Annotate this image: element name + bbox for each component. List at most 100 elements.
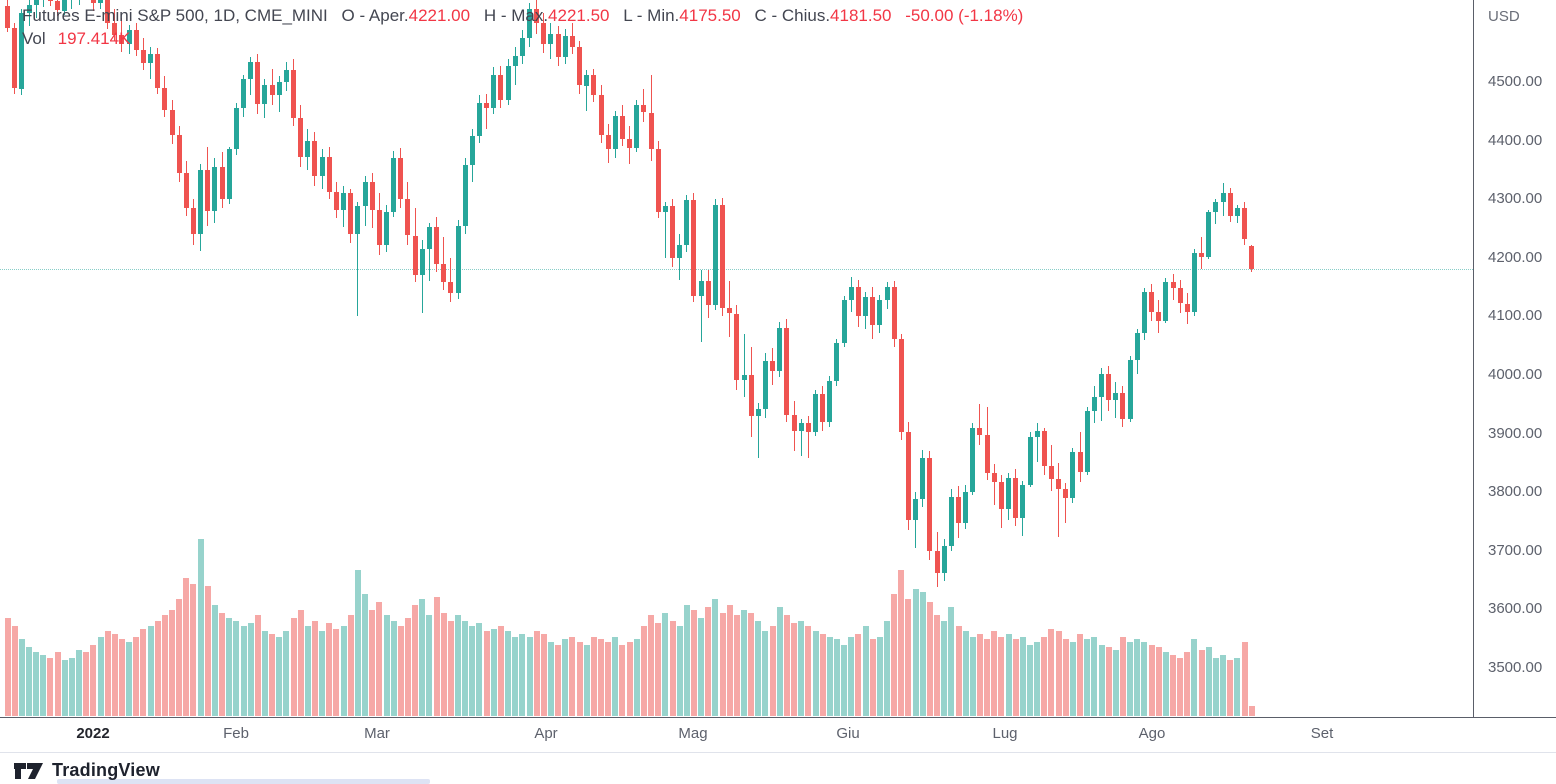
candle-body [648,112,654,150]
volume-legend[interactable]: Vol 197.414K [22,29,130,49]
candle-body [269,84,275,95]
volume-bar [269,633,276,717]
price-axis-label: 3500.00 [1488,659,1543,676]
candle-body [19,12,25,90]
candle-body [762,360,768,409]
ohlc-low: L - Min.4175.50 [623,6,741,25]
volume-bar [583,644,590,717]
tradingview-logo[interactable]: TradingView [14,760,160,781]
volume-bar [676,625,683,716]
volume-bar [869,639,876,716]
candle-body [212,167,218,211]
volume-bar [147,625,154,716]
volume-bar [669,620,676,716]
volume-bar [1098,644,1105,717]
volume-bar [204,586,211,716]
candle-wick [807,416,809,459]
candle-body [827,380,833,422]
candle-body [584,75,590,86]
volume-bar [340,625,347,716]
volume-bar [83,652,90,716]
volume-bar [512,636,519,716]
candle-body [434,227,439,264]
time-axis-label: Set [1310,725,1334,742]
time-axis[interactable]: 2022 Feb Mar Apr Mag Giu Lug Ago Set [0,718,1556,752]
volume-bar [197,538,204,717]
candle-body [805,423,811,433]
volume-bar [455,615,461,716]
candle-wick [514,46,516,85]
volume-bar [254,615,261,716]
volume-bar [619,644,626,717]
candle-body [355,206,361,235]
candle-body [462,165,468,226]
volume-bar [104,631,111,716]
candle-body [55,1,61,11]
volume-bar [562,639,569,716]
candle-body [1099,373,1104,398]
volume-bar [1055,631,1062,716]
symbol-legend[interactable]: Futures E-mini S&P 500, 1D, CME_MINI O -… [22,6,1023,26]
volume-bar [1084,639,1091,716]
candle-body [727,307,733,314]
symbol-title[interactable]: Futures E-mini S&P 500, 1D, CME_MINI [22,6,328,25]
candle-body [1034,430,1040,437]
candle-body [791,414,797,431]
candle-wick [1115,382,1117,419]
candle-body [1227,193,1233,216]
candle-body [813,393,818,433]
candle-body [105,0,111,24]
candle-wick [35,0,37,18]
candle-body [591,75,597,95]
volume-bar [11,625,18,716]
candle-body [534,8,540,24]
candle-body [870,296,876,326]
volume-bar [805,625,812,716]
candle-body [205,169,211,211]
time-axis-label: Feb [223,725,249,742]
volume-bar [183,578,190,716]
volume-bar [876,636,883,716]
candle-body [491,75,497,108]
volume-bar [1170,655,1176,716]
volume-bar [841,644,848,717]
candle-body [305,140,311,157]
volume-bar [1091,636,1098,716]
volume-bar [1191,639,1198,716]
candle-wick [1058,462,1059,538]
volume-bar [76,649,82,717]
candle-body [841,300,847,343]
volume-bar [733,615,740,716]
price-axis[interactable]: USD 4500.00 4400.00 4300.00 4200.00 4100.00 4… [1474,0,1556,753]
volume-bar [283,631,290,716]
candle-wick [586,70,588,112]
price-axis-label: 3900.00 [1488,424,1543,442]
volume-bar [390,620,397,716]
volume-bar [905,599,912,716]
volume-bar [1027,644,1033,717]
volume-bar [362,594,368,716]
candle-body [1184,303,1190,312]
candle-body [405,199,411,236]
candle-body [784,328,790,415]
volume-bar [369,610,376,716]
volume-bar [855,633,862,717]
volume-bar [648,615,654,716]
volume-bar [490,628,497,716]
candle-body [398,158,404,200]
candle-body [1027,436,1033,486]
horizontal-scrollbar-partial[interactable] [57,779,430,784]
price-axis-label: 3600.00 [1488,600,1543,618]
volume-bar [741,610,747,716]
candle-body [505,65,511,100]
candle-body [605,134,611,150]
candle-body [684,200,690,245]
volume-bar [1041,636,1048,716]
price-pane[interactable] [0,0,1473,717]
volume-bar [505,631,511,716]
candle-wick [421,240,423,314]
candle-wick [78,0,80,5]
candle-body [691,200,697,296]
volume-bar [412,604,419,716]
